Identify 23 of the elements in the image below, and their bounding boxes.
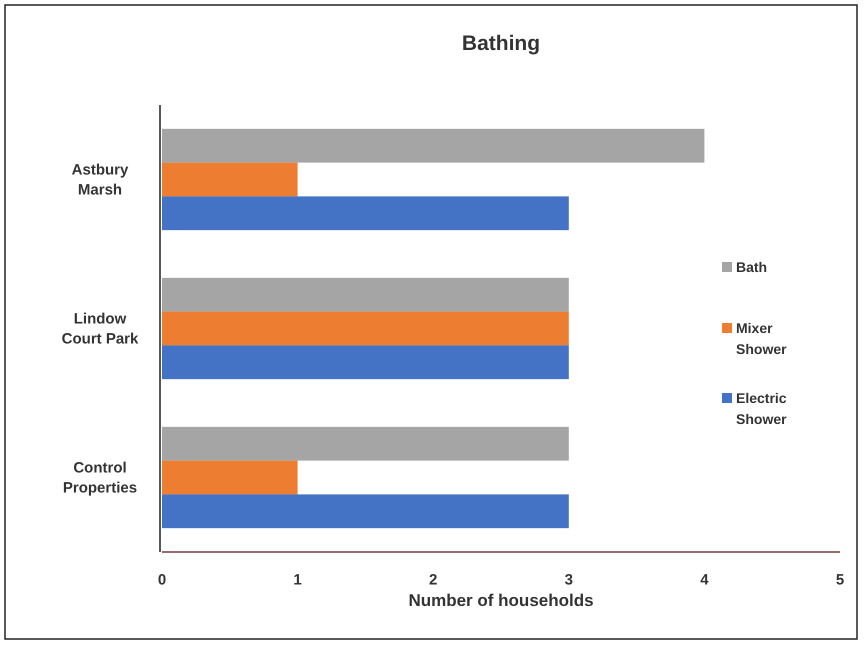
y-tick-label: Lindow Court Park xyxy=(62,310,139,348)
bar xyxy=(162,196,569,230)
legend-label: Bath xyxy=(736,259,768,275)
legend-label: Mixer Shower xyxy=(736,320,788,357)
x-tick-label: 0 xyxy=(158,572,166,589)
bar xyxy=(162,494,569,528)
x-axis-title: Number of households xyxy=(408,591,594,610)
bar xyxy=(162,460,298,494)
bar xyxy=(162,312,569,346)
y-tick-label: Control Properties xyxy=(62,460,138,496)
x-tick-label: 5 xyxy=(836,572,844,589)
bar xyxy=(162,278,569,312)
bar xyxy=(162,345,569,380)
bar xyxy=(162,426,569,461)
chart-title: Bathing xyxy=(462,32,540,55)
bar xyxy=(162,128,704,163)
y-tick-label: Astbury Marsh xyxy=(72,162,129,198)
x-tick-label: 4 xyxy=(700,572,710,589)
x-tick-label: 2 xyxy=(429,572,438,589)
legend-label: Electric Shower xyxy=(736,390,788,427)
bar xyxy=(162,162,298,196)
x-tick-label: 1 xyxy=(293,572,302,589)
x-tick-label: 3 xyxy=(564,572,573,589)
